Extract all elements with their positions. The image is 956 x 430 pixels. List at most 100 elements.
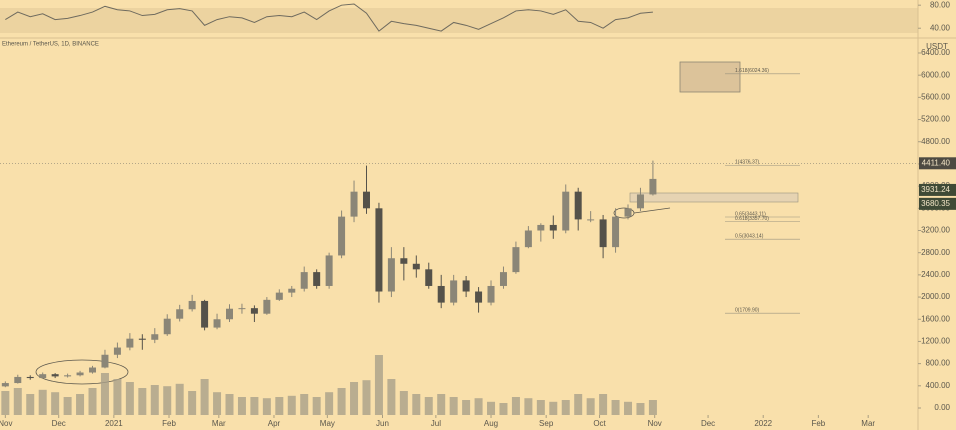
volume-bar <box>76 394 85 415</box>
candle-body <box>64 375 72 377</box>
volume-bar <box>325 392 334 415</box>
fib-label: 0.65(3443.11) <box>735 211 766 217</box>
fib-label: 0.618(3357.70) <box>735 216 769 222</box>
volume-bar <box>362 380 371 415</box>
candle-body <box>437 285 445 303</box>
y-tick-label: 3200.00 <box>921 226 950 235</box>
candle-body <box>400 258 408 264</box>
candle-body <box>126 338 134 348</box>
price-tag-label: 3931.24 <box>921 185 950 194</box>
candle-body <box>524 230 532 248</box>
y-tick-label: 400.00 <box>926 381 951 390</box>
rsi-band <box>0 8 918 33</box>
volume-bar <box>188 391 197 415</box>
candle-body <box>101 354 109 368</box>
candle-body <box>587 219 595 221</box>
price-tag <box>919 157 956 170</box>
volume-bar <box>175 383 184 415</box>
candle-body <box>412 263 420 270</box>
volume-bar <box>312 397 321 415</box>
volume-bar <box>574 394 583 415</box>
volume-bar <box>26 394 35 415</box>
zone <box>629 192 799 203</box>
candle-body <box>213 319 221 328</box>
candle-body <box>113 347 121 355</box>
volume-bar <box>250 397 259 415</box>
volume-bar <box>225 394 234 415</box>
candle-body <box>188 300 196 310</box>
volume-bar <box>262 398 271 415</box>
x-tick-label: Feb <box>162 419 176 428</box>
y-tick-label: 0.00 <box>934 403 950 412</box>
axis-unit: USDT <box>926 42 948 51</box>
volume-bar <box>611 400 620 415</box>
x-tick-label: 2021 <box>105 419 123 428</box>
x-tick-label: Nov <box>648 419 662 428</box>
fib-label: 0.5(3043.14) <box>735 234 764 240</box>
volume-bar <box>237 397 246 415</box>
candle-body <box>275 292 283 300</box>
volume-bar <box>524 398 533 415</box>
chart-title: Ethereum / TetherUS, 1D, BINANCE <box>2 42 99 48</box>
candle-body <box>450 280 458 303</box>
x-tick-label: May <box>320 419 335 428</box>
candle-body <box>624 208 632 217</box>
volume-bar <box>549 401 558 415</box>
fib-label: 1(4376.37) <box>735 160 760 166</box>
volume-bar <box>636 403 645 415</box>
volume-bar <box>125 382 134 415</box>
volume-bar <box>150 385 159 415</box>
volume-bar <box>300 394 309 415</box>
volume-bar <box>599 394 608 415</box>
volume-bar <box>462 400 471 415</box>
candle-body <box>300 272 308 289</box>
candle-body <box>176 309 184 319</box>
volume-bar <box>412 394 421 415</box>
candle-body <box>39 374 47 379</box>
candle-body <box>512 247 520 273</box>
y-tick-label: 2000.00 <box>921 292 950 301</box>
candle-body <box>151 334 159 340</box>
x-tick-label: Mar <box>861 419 875 428</box>
candle-body <box>549 224 557 231</box>
candle-body <box>26 376 34 379</box>
x-tick-label: Jun <box>376 419 389 428</box>
candle-body <box>338 216 346 256</box>
candle-body <box>362 191 370 209</box>
price-tag-label: 3680.35 <box>921 199 950 208</box>
volume-bar <box>511 397 520 415</box>
x-tick-label: 2022 <box>754 419 772 428</box>
volume-bar <box>350 382 359 415</box>
candle-body <box>537 224 545 231</box>
rsi-line <box>5 3 653 32</box>
volume-bar <box>200 379 209 415</box>
volume-bar <box>38 389 47 415</box>
x-tick-label: Aug <box>484 419 498 428</box>
x-tick-label: Dec <box>701 419 715 428</box>
candle-body <box>163 318 171 335</box>
volume-bar <box>113 379 122 415</box>
y-tick-label: 1600.00 <box>921 314 950 323</box>
x-tick-label: Mar <box>212 419 226 428</box>
candle-body <box>89 367 97 373</box>
y-tick-label: 6000.00 <box>921 70 950 79</box>
volume-bar <box>648 400 657 415</box>
y-tick-label: 5200.00 <box>921 115 950 124</box>
volume-bar <box>163 386 172 415</box>
x-tick-label: Feb <box>811 419 825 428</box>
volume-bar <box>88 388 97 415</box>
y-tick-label: 5600.00 <box>921 92 950 101</box>
volume-bar <box>1 391 10 415</box>
volume-bar <box>213 392 222 415</box>
candle-body <box>138 338 146 340</box>
x-tick-label: Sep <box>539 419 554 428</box>
y-tick-label: 800.00 <box>926 359 951 368</box>
volume-bar <box>399 391 408 415</box>
candle-body <box>201 300 209 328</box>
volume-bar <box>287 395 296 415</box>
fib-label: 1.618(6024.36) <box>735 68 769 74</box>
candle-body <box>51 374 59 377</box>
volume-bar <box>63 397 72 415</box>
price-tag-label: 4411.40 <box>922 158 951 167</box>
candle-body <box>350 191 358 217</box>
